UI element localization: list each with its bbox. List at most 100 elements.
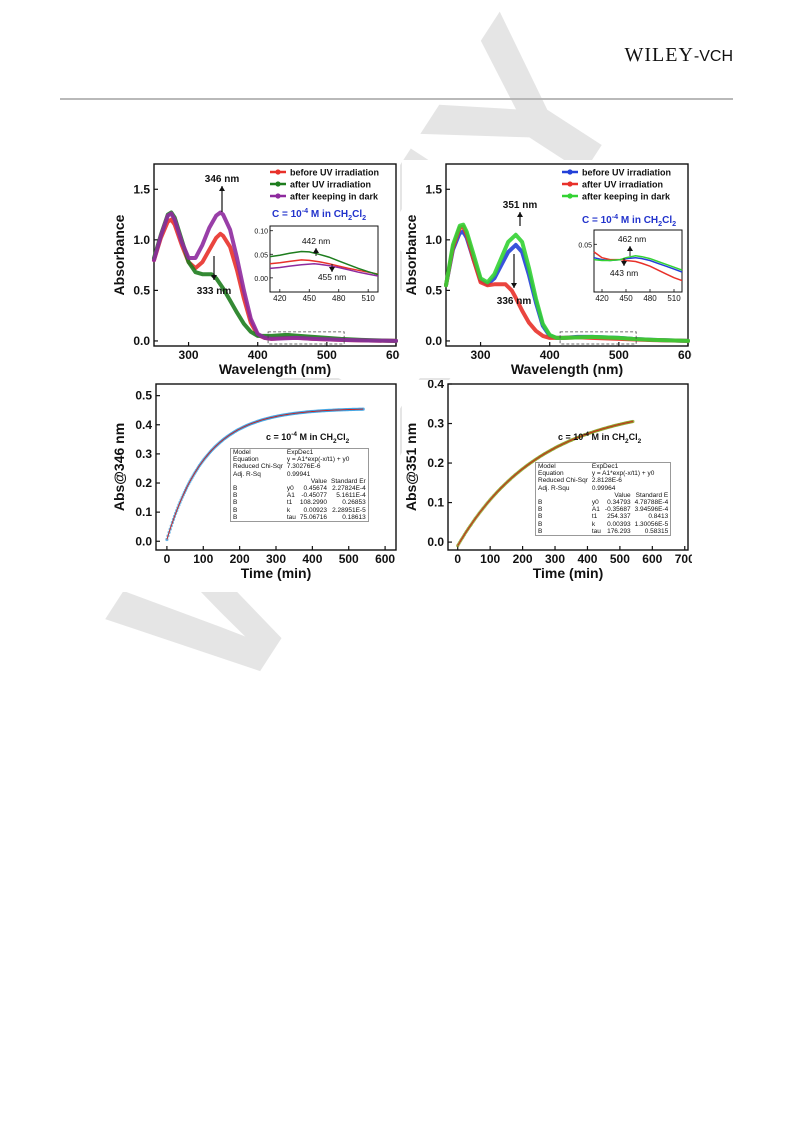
fit-table-d: Model ExpDec1 Equation y = A1*exp(-x/t1) + …	[535, 462, 672, 537]
concentration-part: c = 10	[558, 432, 583, 442]
y-axis-label: Absorbance	[111, 214, 127, 295]
x-tick-label: 400	[540, 348, 560, 362]
y-tick-label: 1.5	[425, 182, 442, 196]
fit-cell: A1	[286, 492, 295, 500]
concentration-label: C = 10-4 M in CH2Cl2	[582, 212, 676, 228]
x-tick-label: 200	[230, 552, 250, 566]
inset-series-line	[269, 259, 379, 275]
fit-key: Adj. R-Sq	[233, 470, 261, 478]
y-tick-label: 0.1	[135, 505, 152, 519]
publisher-logo: WILEY-VCH	[624, 44, 733, 66]
y-tick-label: 0.3	[135, 447, 152, 461]
x-tick-label: 300	[266, 552, 286, 566]
fit-param-row: Value Standard Er	[231, 478, 368, 485]
peak-label-down: 336 nm	[497, 296, 532, 307]
y-tick-label: 0.0	[425, 334, 442, 348]
y-tick-label: 0.1	[427, 496, 444, 510]
x-tick-label: 200	[513, 552, 533, 566]
concentration-part: Cl	[662, 215, 672, 226]
plot-frame	[445, 163, 689, 347]
concentration-part: -4	[291, 431, 297, 438]
y-tick-label: 0.0	[427, 535, 444, 549]
fit-key: Reduced Chi-Sqr	[233, 463, 283, 471]
fit-cell	[536, 492, 590, 499]
x-axis-label: Wavelength (nm)	[511, 361, 623, 377]
arrow-up-head	[219, 186, 225, 191]
fit-value: y = A1*exp(-x/t1) + y0	[286, 456, 350, 464]
chart-c: 0 100 200 300 400 500 600 0.0 0.1 0.2 0.3 0.4 0.5 Tim…	[111, 383, 397, 581]
concentration-part: C = 10	[582, 215, 612, 226]
panel-b: 300 400 500 600 0.0 0.5 1.0 1.5 Wavelength (nm) A…	[402, 160, 698, 378]
x-tick-label: 400	[248, 348, 268, 362]
y-tick-label: 0.3	[427, 417, 444, 431]
inset-x-tick-label: 450	[303, 294, 317, 303]
fit-cell: B	[233, 506, 238, 514]
fit-value: y = A1*exp(-x/t1) + y0	[591, 470, 655, 478]
fit-cell: 0.00393	[607, 520, 631, 528]
legend-entry: after keeping in dark	[290, 192, 379, 202]
fit-cell: B	[538, 499, 543, 507]
y-tick-label: 0.2	[427, 456, 444, 470]
fit-row: Equation y = A1*exp(-x/t1) + y0	[536, 470, 670, 477]
inset-x-tick-label: 450	[619, 294, 633, 303]
series-line	[152, 210, 398, 343]
fit-param-row: Value Standard E	[536, 492, 670, 499]
fit-cell: tau	[286, 513, 296, 521]
chart-b: 300 400 500 600 0.0 0.5 1.0 1.5 Wavelength (nm) A…	[403, 163, 698, 377]
concentration-part: -4	[302, 206, 308, 215]
fit-row: Model ExpDec1	[536, 463, 670, 470]
legend-entry: before UV irradiation	[582, 168, 671, 178]
fit-cell: A1	[591, 506, 600, 514]
fit-cell: 176.293	[607, 527, 631, 535]
inset-arrow-head	[313, 248, 319, 253]
inset-y-tick-label: 0.00	[254, 276, 268, 283]
y-axis-label: Absorbance	[403, 214, 419, 295]
y-tick-label: 1.5	[133, 182, 150, 196]
legend-entry: after UV irradiation	[290, 180, 371, 190]
series-line	[444, 222, 690, 343]
peak-label-up: 346 nm	[205, 174, 240, 185]
y-tick-label: 0.5	[425, 283, 442, 297]
inset-arrow-head	[329, 267, 335, 272]
data-point	[631, 419, 635, 424]
concentration-part: c = 10	[266, 432, 291, 442]
panel-a: 300 400 500 600 0.0 0.5 1.0 1.5 Wavelength (nm) A…	[110, 160, 406, 378]
fit-row: Reduced Chi-Sqr 7.30276E-6	[231, 463, 368, 470]
legend-marker	[567, 181, 573, 187]
y-tick-label: 0.0	[133, 334, 150, 348]
inset-peak-label: 462 nm	[618, 234, 646, 244]
inset-series-line	[593, 255, 683, 271]
y-tick-label: 0.4	[135, 418, 152, 432]
inset-peak-label: 442 nm	[302, 236, 330, 246]
fit-cell: 5.1611E-4	[336, 492, 366, 500]
fit-cell: Standard E	[635, 491, 669, 499]
fit-table-c: Model ExpDec1 Equation y = A1*exp(-x/t1) + …	[230, 448, 369, 523]
x-tick-label: 500	[317, 348, 337, 362]
fit-row: Equation y = A1*exp(-x/t1) + y0	[231, 456, 368, 463]
fit-cell: B	[233, 485, 238, 493]
fit-cell: 1.30056E-5	[634, 520, 669, 528]
concentration-part: M in CH	[618, 215, 658, 226]
fit-cell: Value	[310, 477, 328, 485]
fit-value: 0.99941	[286, 470, 311, 478]
fit-value: ExpDec1	[591, 463, 619, 470]
x-tick-label: 600	[375, 552, 395, 566]
inset-y-tick-label: 0.10	[254, 229, 268, 236]
peak-label-up: 351 nm	[503, 200, 538, 211]
concentration-part: -4	[583, 431, 589, 438]
inset-y-tick-label: 0.05	[254, 252, 268, 259]
legend-entry: after keeping in dark	[582, 192, 671, 202]
x-tick-label: 700	[675, 552, 692, 566]
inset-series-line	[269, 250, 379, 276]
fit-value: ExpDec1	[286, 449, 314, 456]
x-axis-label: Wavelength (nm)	[219, 361, 331, 377]
y-tick-label: 0.2	[135, 476, 152, 490]
concentration-part: 2	[658, 219, 662, 228]
concentration-part: 2	[638, 438, 642, 445]
